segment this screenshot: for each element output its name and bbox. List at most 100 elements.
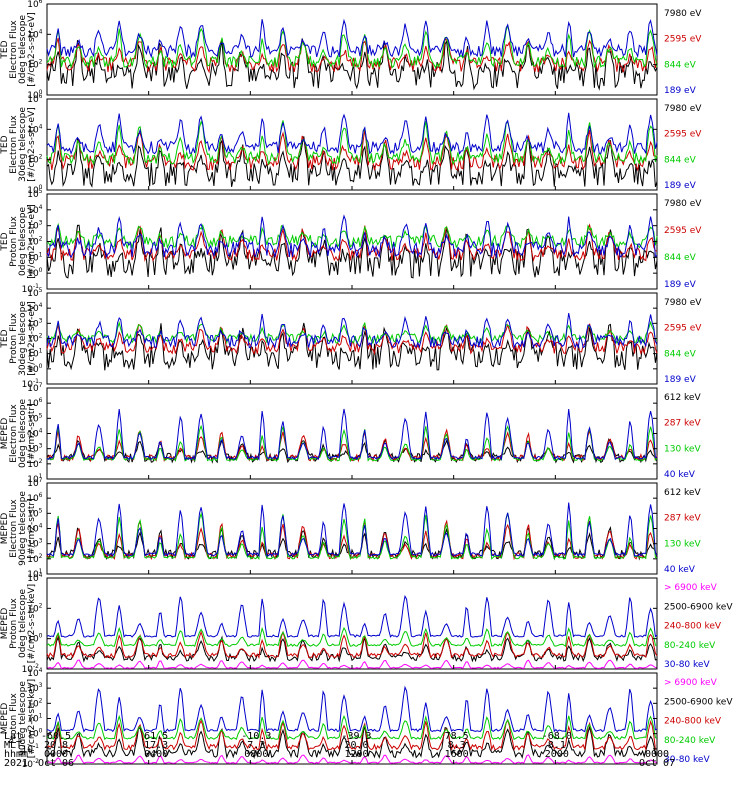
legend-entry: 240-800 keV xyxy=(664,622,722,632)
legend-entry: 2595 eV xyxy=(664,226,702,236)
series-line xyxy=(46,714,658,741)
legend-entry: 844 eV xyxy=(664,253,697,263)
series-line xyxy=(46,408,658,461)
footer-lat-value: -68.0 xyxy=(542,731,572,742)
footer-hhmm-value: 0000 xyxy=(44,749,68,760)
legend-entry: 7980 eV xyxy=(664,104,702,114)
y-tick-label: 107 xyxy=(27,382,42,394)
series-line xyxy=(46,223,658,263)
series-line xyxy=(46,18,658,59)
legend-entry: 2500-6900 keV xyxy=(664,697,733,707)
y-axis-label: TEDProton Flux30deg telescope[#/cm2-s-st… xyxy=(0,301,37,376)
series-line xyxy=(46,38,658,91)
footer-hhmm-value: 1200 xyxy=(344,749,368,760)
y-tick-label: 106 xyxy=(27,93,42,105)
series-line xyxy=(46,626,657,648)
legend-entry: 40 keV xyxy=(664,470,696,480)
series-line xyxy=(46,322,658,371)
legend-entry: 287 keV xyxy=(664,514,701,524)
legend-entry: 240-800 keV xyxy=(664,717,722,727)
series-line xyxy=(46,323,658,356)
series-line xyxy=(46,37,658,74)
series-line xyxy=(46,23,658,69)
footer-lat-value: -39.3 xyxy=(341,731,371,742)
y-axis-label: MEPEDElectron Flux0deg telescope[#/cm2-s… xyxy=(0,399,37,469)
y-axis-label: MEPEDElectron Flux90deg telescope[#/cm2-… xyxy=(0,491,37,566)
series-line xyxy=(46,424,658,462)
legend-entry: 30-80 keV xyxy=(664,660,710,670)
series-line xyxy=(46,224,658,279)
series-line xyxy=(46,685,658,733)
legend-entry: 80-240 keV xyxy=(664,641,716,651)
legend-entry: 844 eV xyxy=(664,155,697,165)
series-line xyxy=(46,725,658,760)
legend-entry: 2595 eV xyxy=(664,130,702,140)
footer-hhmm-value: 2000 xyxy=(545,749,569,760)
legend-entry: 2595 eV xyxy=(664,324,702,334)
footer-hhmm-value: 0400 xyxy=(144,749,168,760)
series-line xyxy=(46,313,658,350)
legend-entry: > 6900 keV xyxy=(664,678,718,688)
legend-entry: 2595 eV xyxy=(664,35,702,45)
legend-entry: 7980 eV xyxy=(664,298,702,308)
footer-mlt-value: 17.3 xyxy=(144,740,168,751)
series-line xyxy=(46,511,658,561)
series-line xyxy=(46,112,658,155)
series-line xyxy=(46,136,658,188)
series-line xyxy=(46,630,658,660)
footer-row-label: 2021 xyxy=(4,758,28,769)
legend-entry: 612 keV xyxy=(664,488,701,498)
legend-entry: 612 keV xyxy=(664,393,701,403)
footer-lat-value: 61.5 xyxy=(144,731,168,742)
series-line xyxy=(46,214,658,259)
legend-entry: 7980 eV xyxy=(664,9,702,19)
footer-date-value: Oct 06 xyxy=(38,758,74,769)
series-line xyxy=(46,222,658,250)
footer-mlt-value: 20.8 xyxy=(44,740,68,751)
footer-mlt-value: 8.1 xyxy=(548,740,566,751)
y-tick-label: 105 xyxy=(27,188,42,200)
y-tick-label: 105 xyxy=(27,287,42,299)
footer-row-label: Lat xyxy=(4,731,22,742)
legend-entry: 189 eV xyxy=(664,86,697,96)
footer-mlt-value: 7.3 xyxy=(247,740,265,751)
footer-hhmm-value: 0000 xyxy=(645,749,669,760)
legend-entry: 7980 eV xyxy=(664,199,702,209)
series-line xyxy=(46,502,658,558)
y-tick-label: 107 xyxy=(27,477,42,489)
footer-mlt-value: 20.0 xyxy=(344,740,368,751)
y-axis-label: TEDProton Flux0deg telescope[#/cm2-s-str… xyxy=(0,204,37,279)
legend-entry: 40 keV xyxy=(664,565,696,575)
legend-entry: 844 eV xyxy=(664,349,697,359)
footer-date-value: Oct 07 xyxy=(639,758,675,769)
footer-hhmm-value: 0800 xyxy=(244,749,268,760)
footer-lat-value: 78.5 xyxy=(445,731,469,742)
legend-entry: 2500-6900 keV xyxy=(664,602,733,612)
legend-entry: 30-80 keV xyxy=(664,755,710,765)
y-axis-label: TEDElectron Flux0deg telescope[#/cm2-s-s… xyxy=(0,12,37,87)
series-line xyxy=(46,594,658,638)
legend-entry: 189 eV xyxy=(664,375,697,385)
series-line xyxy=(46,718,658,752)
legend-entry: 844 eV xyxy=(664,60,697,70)
y-axis-label: MEPEDProton Flux0deg telescope[#/cm2-s-s… xyxy=(0,584,37,663)
y-axis-label: TEDElectron Flux30deg telescope[#/cm2-s-… xyxy=(0,107,37,182)
footer-lat-value: -60.5 xyxy=(41,731,71,742)
legend-entry: > 6900 keV xyxy=(664,583,718,593)
legend-entry: 130 keV xyxy=(664,539,701,549)
footer-row-label: MLT xyxy=(4,740,22,751)
legend-entry: 189 eV xyxy=(664,280,697,290)
footer-lat-value: -10.3 xyxy=(241,731,271,742)
y-tick-label: 106 xyxy=(27,0,42,10)
legend-entry: 130 keV xyxy=(664,444,701,454)
footer-mlt-value: 8.3 xyxy=(448,740,466,751)
footer-hhmm-value: 1600 xyxy=(445,749,469,760)
